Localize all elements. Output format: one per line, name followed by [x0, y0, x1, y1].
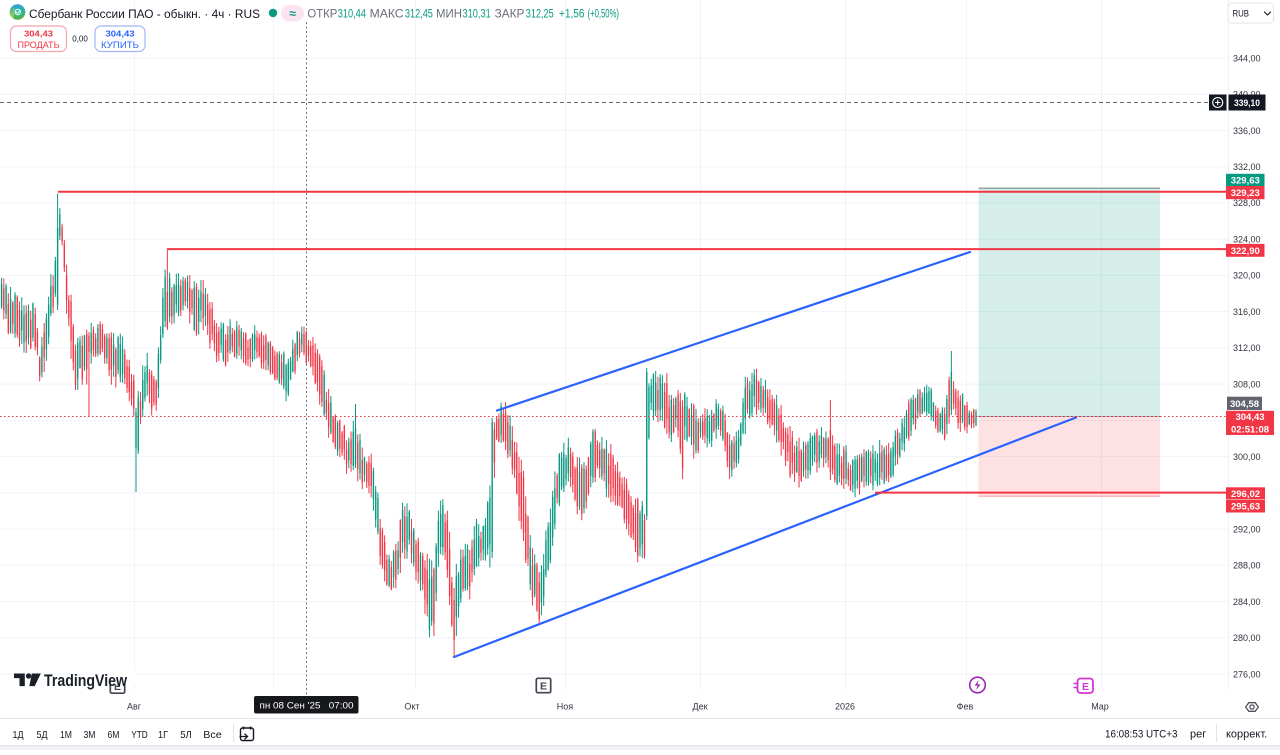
svg-text:ЗАКР: ЗАКР	[495, 9, 525, 21]
svg-text:Окт: Окт	[404, 701, 419, 711]
svg-text:ОТКР: ОТКР	[307, 9, 337, 21]
svg-text:344,00: 344,00	[1233, 53, 1261, 63]
svg-text:288,00: 288,00	[1233, 561, 1261, 571]
svg-text:304,58: 304,58	[1230, 399, 1259, 410]
svg-text:1Г: 1Г	[158, 729, 168, 741]
svg-text:Дек: Дек	[692, 701, 707, 711]
svg-text:312,45: 312,45	[405, 9, 433, 21]
svg-text:304,43: 304,43	[1235, 412, 1264, 423]
svg-text:5Л: 5Л	[180, 729, 192, 741]
svg-text:5Д: 5Д	[37, 729, 48, 741]
svg-text:КУПИТЬ: КУПИТЬ	[101, 40, 139, 50]
svg-text:339,10: 339,10	[1234, 98, 1260, 109]
svg-text:304,43: 304,43	[24, 28, 53, 38]
svg-text:E: E	[540, 680, 547, 692]
svg-text:280,00: 280,00	[1233, 633, 1261, 643]
svg-text:Фев: Фев	[957, 701, 974, 711]
svg-text:292,00: 292,00	[1233, 524, 1261, 534]
svg-text:1Д: 1Д	[13, 729, 24, 741]
svg-text:2026: 2026	[835, 701, 855, 711]
svg-text:Ноя: Ноя	[557, 701, 574, 711]
svg-text:284,00: 284,00	[1233, 597, 1261, 607]
svg-text:336,00: 336,00	[1233, 126, 1261, 136]
svg-text:коррект.: коррект.	[1226, 729, 1267, 741]
svg-text:RUB: RUB	[1233, 8, 1250, 18]
svg-text:320,00: 320,00	[1233, 271, 1261, 281]
svg-text:6М: 6М	[108, 729, 120, 741]
svg-text:Авг: Авг	[127, 701, 142, 711]
svg-text:E: E	[1082, 681, 1089, 693]
svg-text:295,63: 295,63	[1231, 502, 1260, 513]
svg-text:МАКС: МАКС	[370, 9, 404, 21]
svg-text:рег: рег	[1190, 729, 1206, 741]
svg-text:YTD: YTD	[131, 729, 148, 741]
svg-text:16:08:53 UTC+3: 16:08:53 UTC+3	[1105, 729, 1178, 741]
svg-text:324,00: 324,00	[1233, 234, 1261, 244]
svg-text:276,00: 276,00	[1233, 669, 1261, 679]
svg-text:(+0,50%): (+0,50%)	[588, 9, 620, 21]
svg-text:308,00: 308,00	[1233, 379, 1261, 389]
svg-text:02:51:08: 02:51:08	[1231, 424, 1269, 435]
svg-text:329,63: 329,63	[1231, 175, 1260, 186]
svg-text:ПРОДАТЬ: ПРОДАТЬ	[18, 40, 60, 50]
svg-text:Мар: Мар	[1091, 701, 1109, 711]
svg-text:312,00: 312,00	[1233, 343, 1261, 353]
svg-text:316,00: 316,00	[1233, 307, 1261, 317]
svg-text:310,31: 310,31	[463, 9, 491, 21]
svg-text:пн 08 Сен '25 07:00: пн 08 Сен '25 07:00	[260, 700, 354, 711]
svg-text:0,00: 0,00	[72, 33, 88, 43]
svg-text:310,44: 310,44	[338, 9, 367, 21]
svg-text:296,02: 296,02	[1231, 489, 1260, 500]
svg-text:≈: ≈	[289, 6, 296, 20]
svg-text:322,90: 322,90	[1231, 246, 1260, 257]
svg-text:МИН: МИН	[436, 9, 462, 21]
svg-text:332,00: 332,00	[1233, 162, 1261, 172]
svg-text:Все: Все	[203, 729, 222, 741]
svg-text:300,00: 300,00	[1233, 452, 1261, 462]
svg-text:312,25: 312,25	[526, 9, 554, 21]
svg-text:Сбербанк России ПАО - обыкн. ·: Сбербанк России ПАО - обыкн. · 4ч · RUS	[29, 7, 260, 21]
svg-text:329,23: 329,23	[1231, 188, 1260, 199]
svg-text:TradingView: TradingView	[44, 672, 127, 690]
svg-text:304,43: 304,43	[106, 28, 135, 38]
svg-text:1М: 1М	[60, 729, 72, 741]
svg-text:3М: 3М	[84, 729, 96, 741]
svg-text:328,00: 328,00	[1233, 198, 1261, 208]
svg-text:+1,56: +1,56	[559, 9, 585, 21]
